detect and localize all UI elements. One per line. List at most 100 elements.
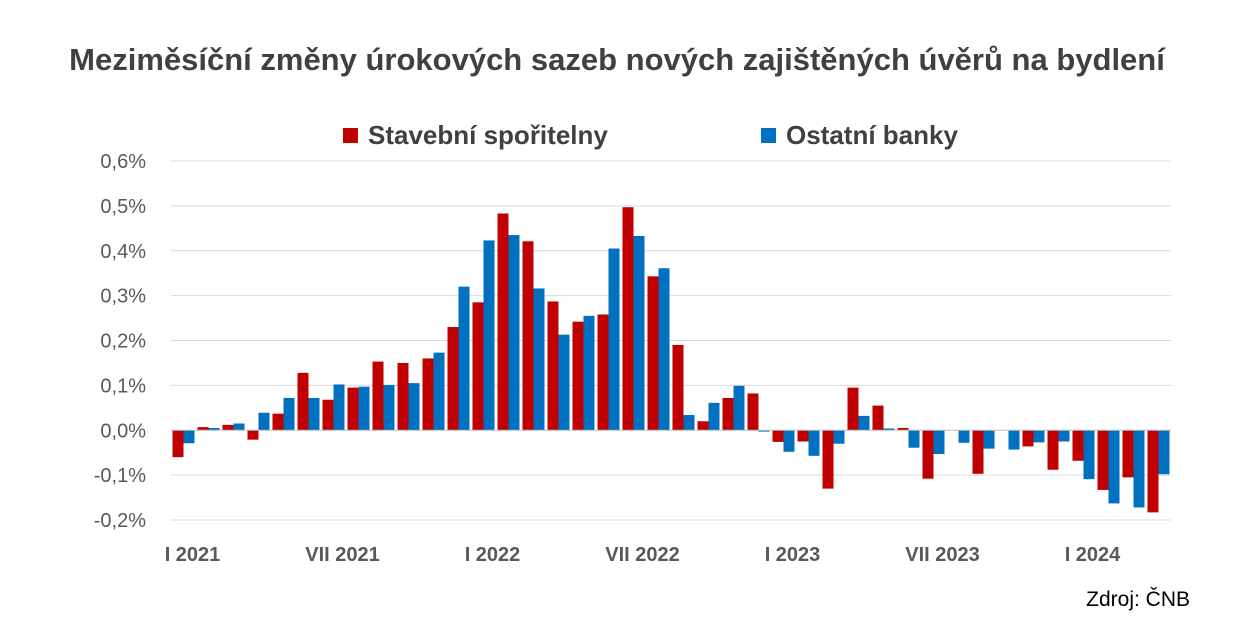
- bar-ostatni-banky: [208, 428, 220, 431]
- bar-stavebni-sporitelny: [372, 361, 384, 431]
- bar-ostatni-banky: [433, 352, 445, 431]
- bar-stavebni-sporitelny: [1072, 430, 1084, 461]
- bar-stavebni-sporitelny: [472, 302, 484, 431]
- y-tick-label: 0,4%: [100, 241, 146, 263]
- bar-ostatni-banky: [1108, 430, 1120, 504]
- bar-stavebni-sporitelny: [672, 344, 684, 431]
- bar-ostatni-banky: [483, 240, 495, 431]
- bar-ostatni-banky: [983, 430, 995, 449]
- bar-ostatni-banky: [558, 334, 570, 431]
- y-tick-label: 0,5%: [100, 196, 146, 218]
- bar-stavebni-sporitelny: [747, 393, 759, 431]
- bar-stavebni-sporitelny: [847, 387, 859, 431]
- bar-stavebni-sporitelny: [447, 327, 459, 431]
- bar-stavebni-sporitelny: [522, 241, 534, 431]
- y-tick-label: 0,3%: [100, 286, 146, 308]
- bar-stavebni-sporitelny: [1122, 430, 1134, 478]
- bar-stavebni-sporitelny: [1097, 430, 1109, 490]
- bar-ostatni-banky: [258, 412, 270, 431]
- bar-ostatni-banky: [733, 385, 745, 431]
- bar-stavebni-sporitelny: [422, 358, 434, 431]
- bar-stavebni-sporitelny: [772, 430, 784, 442]
- bar-stavebni-sporitelny: [822, 430, 834, 489]
- legend-item-ostatni: Ostatní banky: [761, 117, 958, 153]
- x-axis-ticks: I 2021 VII 2021 I 2022 VII 2022 I 2023 VII 20…: [165, 544, 1121, 566]
- x-tick-label: VII 2022: [605, 544, 680, 566]
- bar-ostatni-banky: [633, 235, 645, 431]
- bar-ostatni-banky: [583, 315, 595, 431]
- x-tick-label: I 2023: [765, 544, 821, 566]
- bar-ostatni-banky: [758, 430, 770, 432]
- bar-stavebni-sporitelny: [897, 428, 909, 431]
- bar-stavebni-sporitelny: [297, 372, 309, 431]
- bar-stavebni-sporitelny: [572, 321, 584, 431]
- bar-ostatni-banky: [1058, 430, 1070, 442]
- bars: [172, 207, 1170, 513]
- bar-ostatni-banky: [608, 248, 620, 431]
- x-tick-label: I 2022: [465, 544, 521, 566]
- bar-stavebni-sporitelny: [597, 314, 609, 431]
- bar-stavebni-sporitelny: [347, 387, 359, 431]
- bar-ostatni-banky: [333, 384, 345, 431]
- legend-item-stavebni: Stavební spořitelny: [343, 117, 608, 153]
- bar-stavebni-sporitelny: [397, 362, 409, 431]
- legend-swatch-stavebni: [343, 127, 358, 143]
- bar-stavebni-sporitelny: [622, 207, 634, 431]
- bar-ostatni-banky: [533, 288, 545, 431]
- legend-swatch-ostatni: [761, 127, 776, 143]
- y-tick-label: 0,0%: [100, 420, 146, 442]
- bar-stavebni-sporitelny: [497, 213, 509, 431]
- bar-ostatni-banky: [1083, 430, 1095, 480]
- bar-stavebni-sporitelny: [722, 397, 734, 431]
- bar-stavebni-sporitelny: [272, 413, 284, 431]
- bar-ostatni-banky: [858, 415, 870, 431]
- bar-stavebni-sporitelny: [697, 421, 709, 431]
- y-tick-label: -0,1%: [94, 465, 146, 487]
- bar-stavebni-sporitelny: [647, 276, 659, 431]
- bar-stavebni-sporitelny: [922, 430, 934, 479]
- bar-stavebni-sporitelny: [547, 301, 559, 431]
- x-tick-label: VII 2023: [905, 544, 980, 566]
- bar-ostatni-banky: [808, 430, 820, 456]
- bar-ostatni-banky: [833, 430, 845, 444]
- bar-ostatni-banky: [783, 430, 795, 452]
- bar-ostatni-banky: [908, 430, 920, 448]
- gridlines: [171, 160, 1171, 521]
- bar-stavebni-sporitelny: [797, 430, 809, 442]
- bar-ostatni-banky: [658, 268, 670, 431]
- bar-stavebni-sporitelny: [197, 427, 209, 431]
- bar-stavebni-sporitelny: [972, 430, 984, 474]
- bar-ostatni-banky: [1033, 430, 1045, 443]
- bar-ostatni-banky: [283, 397, 295, 431]
- bar-ostatni-banky: [1008, 430, 1020, 450]
- y-tick-label: -0,2%: [94, 510, 146, 532]
- bar-ostatni-banky: [1158, 430, 1170, 475]
- bar-stavebni-sporitelny: [1047, 430, 1059, 470]
- legend-label-ostatni: Ostatní banky: [786, 119, 958, 150]
- bar-stavebni-sporitelny: [247, 430, 259, 440]
- bar-ostatni-banky: [683, 414, 695, 431]
- bar-stavebni-sporitelny: [322, 399, 334, 431]
- bar-stavebni-sporitelny: [172, 430, 184, 458]
- bar-stavebni-sporitelny: [872, 405, 884, 431]
- x-tick-label: I 2021: [165, 544, 221, 566]
- y-tick-label: 0,1%: [100, 375, 146, 397]
- bar-stavebni-sporitelny: [1147, 430, 1159, 513]
- bar-ostatni-banky: [1133, 430, 1145, 508]
- y-tick-label: 0,2%: [100, 331, 146, 353]
- bar-ostatni-banky: [458, 286, 470, 431]
- bar-ostatni-banky: [708, 402, 720, 431]
- legend: Stavební spořitelny Ostatní banky: [0, 117, 1234, 153]
- legend-label-stavebni: Stavební spořitelny: [368, 119, 608, 150]
- bar-ostatni-banky: [508, 235, 520, 431]
- bar-ostatni-banky: [358, 386, 370, 431]
- bar-ostatni-banky: [408, 383, 420, 431]
- bar-ostatni-banky: [233, 423, 245, 431]
- y-tick-label: 0,6%: [100, 151, 146, 173]
- bar-ostatni-banky: [183, 430, 195, 444]
- bar-ostatni-banky: [308, 397, 320, 431]
- source-note: Zdroj: ČNB: [1086, 588, 1190, 611]
- bar-ostatni-banky: [933, 430, 945, 455]
- y-axis-ticks: -0,2% -0,1% 0,0% 0,1% 0,2% 0,3% 0,4% 0,5% 0,6%: [94, 151, 146, 532]
